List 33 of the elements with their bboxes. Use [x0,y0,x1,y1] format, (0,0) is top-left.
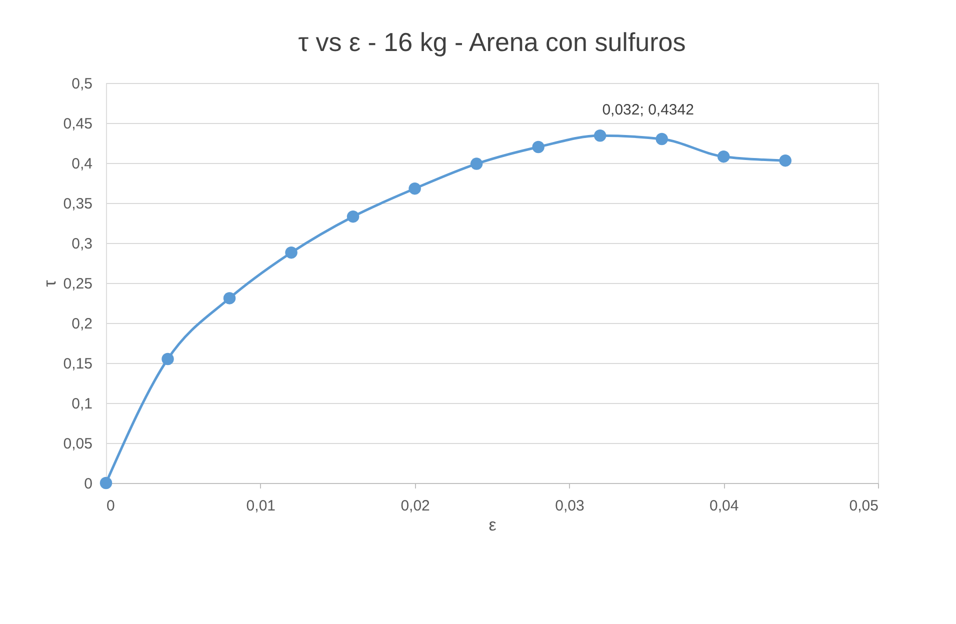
y-tick-label: 0,05 [63,436,92,452]
annotation: 0,032; 0,4342 [602,102,694,119]
point [779,154,792,167]
y-tick-label: 0,4 [72,156,92,172]
point [162,352,174,366]
y-tick-label: 0,35 [63,196,92,212]
y-tick-label: 0,2 [72,316,92,332]
x-tick-label: 0,02 [400,498,430,514]
y-tick-label: 0,1 [72,396,92,412]
point [470,158,483,170]
point [656,132,668,146]
y-tick-label: 0,25 [63,276,92,292]
point [532,140,544,154]
x-tick-label: 0,05 [849,498,878,514]
x-tick-label: 0 [106,498,115,514]
y-axis-title: τ [40,280,60,287]
y-tick-label: 0,15 [63,356,92,372]
y-tick-label: 0,45 [63,116,92,132]
point [285,246,298,259]
y-tick-label: 0,5 [72,76,92,92]
x-tick-label: 0,04 [710,498,739,514]
x-tick-label: 0,01 [246,498,276,514]
point [223,292,236,304]
x-axis-title: ε [488,516,497,534]
point [100,476,112,490]
chart-title: τ vs ε - 16 kg - Arena con sulfuros [298,27,686,57]
x-tick-label: 0,03 [555,498,584,514]
point [408,182,421,195]
point [594,130,606,142]
point [346,210,360,223]
point [717,150,730,163]
y-tick-label: 0 [84,476,92,492]
y-tick-label: 0,3 [72,236,92,252]
